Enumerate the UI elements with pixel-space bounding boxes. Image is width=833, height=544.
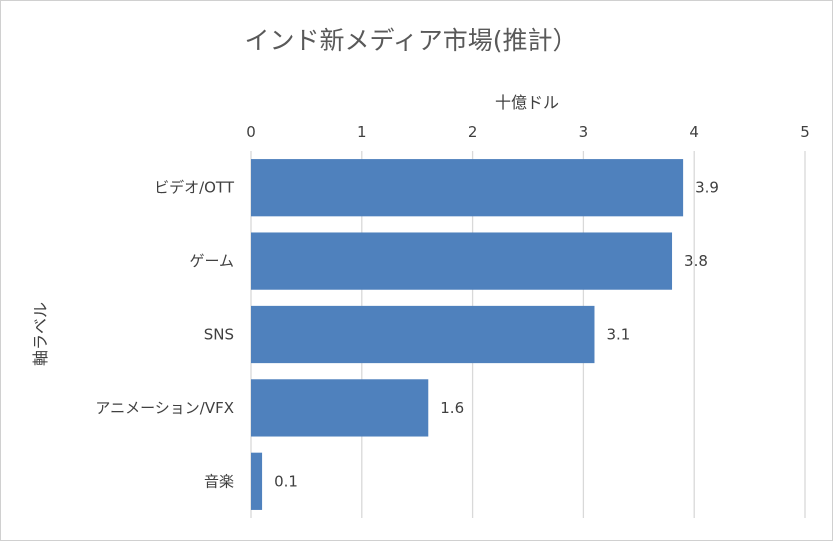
data-labels: 3.9 3.8 3.1 1.6 0.1 (274, 179, 719, 491)
x-tick-labels: 0 1 2 3 4 5 (246, 123, 810, 141)
bar (251, 232, 673, 290)
y-axis-title: 軸ラベル (31, 302, 50, 366)
category-label: アニメーション/VFX (95, 399, 234, 417)
bar (251, 159, 684, 217)
bar (251, 452, 263, 510)
category-labels: ビデオ/OTT ゲーム SNS アニメーション/VFX 音楽 (95, 179, 234, 491)
data-label: 0.1 (274, 472, 298, 490)
bars (251, 159, 684, 510)
category-label: 音楽 (204, 472, 234, 490)
x-tick-label: 2 (468, 123, 478, 141)
category-label: ゲーム (189, 252, 234, 270)
category-label: SNS (204, 326, 234, 344)
chart-title: インド新メディア市場(推計） (244, 26, 577, 55)
x-tick-label: 3 (579, 123, 589, 141)
x-tick-label: 5 (800, 123, 810, 141)
bar (251, 379, 429, 437)
category-label: ビデオ/OTT (154, 179, 235, 197)
data-label: 3.1 (606, 326, 630, 344)
x-tick-label: 4 (689, 123, 699, 141)
x-tick-label: 0 (246, 123, 256, 141)
x-axis-title: 十億ドル (495, 93, 559, 112)
data-label: 3.9 (695, 179, 719, 197)
x-tick-label: 1 (357, 123, 367, 141)
bar (251, 305, 595, 364)
data-label: 1.6 (440, 399, 464, 417)
data-label: 3.8 (684, 252, 708, 270)
